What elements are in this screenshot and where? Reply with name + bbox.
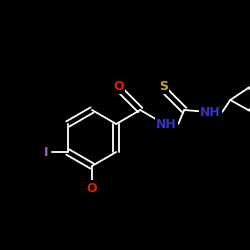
Text: I: I <box>44 146 48 158</box>
Text: NH: NH <box>200 106 220 118</box>
Text: O: O <box>113 80 124 92</box>
Text: S: S <box>159 80 168 92</box>
Text: NH: NH <box>156 118 176 130</box>
Text: O: O <box>87 182 97 194</box>
